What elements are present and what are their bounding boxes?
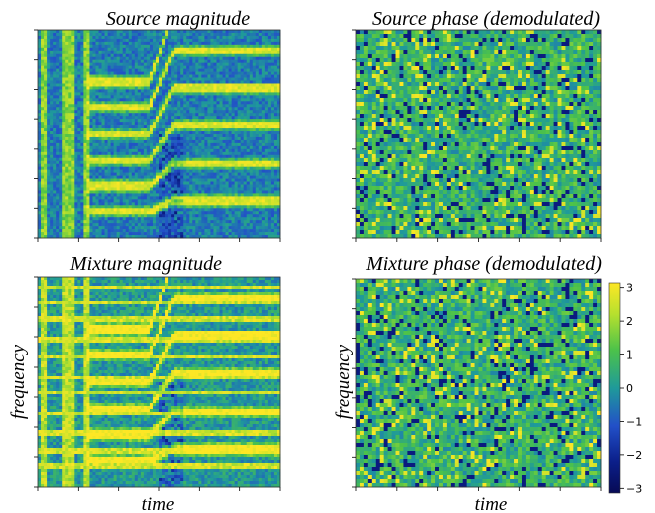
mixture-magnitude-title: Mixture magnitude <box>69 253 222 275</box>
source-phase-title: Source phase (demodulated) <box>372 8 600 30</box>
mixture-phase-xlabel: time <box>475 494 508 513</box>
colorbar-tick-label: −1 <box>626 415 642 428</box>
colorbar-tick-label: 1 <box>626 349 633 362</box>
source-phase-ticks <box>352 29 602 242</box>
colorbar-tick-label: 3 <box>626 282 633 295</box>
source-phase-panel: Source phase (demodulated) <box>352 8 602 242</box>
source-magnitude-heatmap <box>38 30 281 239</box>
colorbar-tick-label: −2 <box>626 449 642 462</box>
mixture-phase-ticks <box>352 278 602 491</box>
source-magnitude-panel: Source magnitude <box>34 8 281 242</box>
mixture-phase-heatmap <box>356 279 602 488</box>
source-magnitude-ticks <box>34 29 281 242</box>
mixture-phase-panel: Mixture phase (demodulated) time frequen… <box>333 253 602 513</box>
colorbar-tick-label: 2 <box>626 315 633 328</box>
mixture-phase-title: Mixture phase (demodulated) <box>365 253 602 275</box>
colorbar-gradient <box>608 282 621 494</box>
colorbar-tick-label: 0 <box>626 382 633 395</box>
mixture-magnitude-heatmap <box>38 277 281 488</box>
source-phase-heatmap <box>356 30 602 239</box>
mixture-magnitude-ylabel: frequency <box>8 344 29 419</box>
mixture-phase-ylabel: frequency <box>333 344 354 419</box>
mixture-magnitude-panel: Mixture magnitude time frequency <box>8 253 281 513</box>
mixture-magnitude-xlabel: time <box>142 494 175 513</box>
colorbar: 3 2 1 0 −1 −2 −3 <box>608 282 642 495</box>
colorbar-tick-label: −3 <box>626 482 642 495</box>
colorbar-ticks: 3 2 1 0 −1 −2 −3 <box>620 282 642 495</box>
mixture-magnitude-ticks <box>34 276 281 491</box>
source-magnitude-title: Source magnitude <box>106 8 250 30</box>
